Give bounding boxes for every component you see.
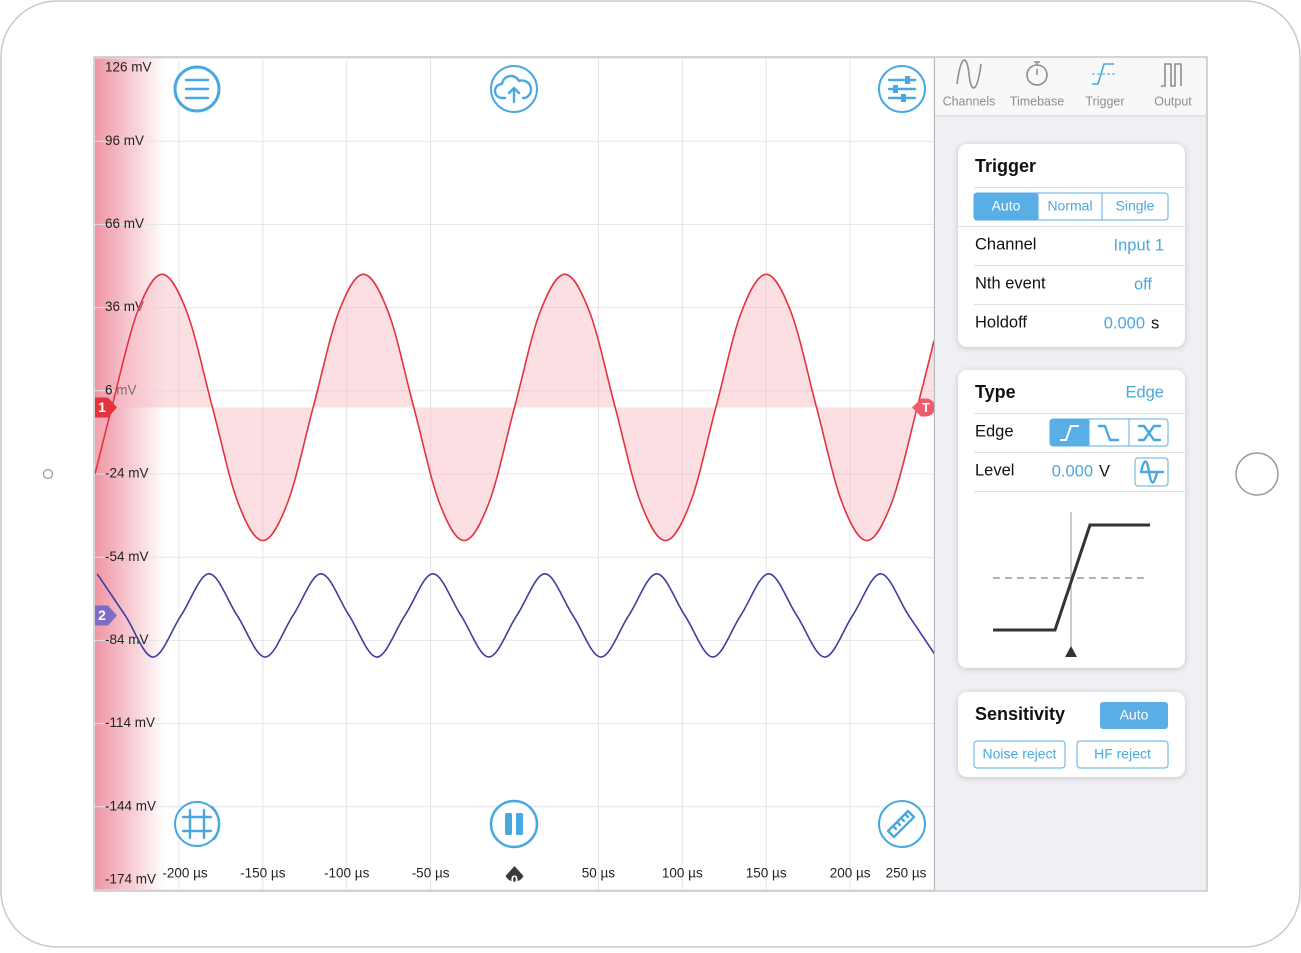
y-tick-label: 36 mV [105,299,144,314]
mode-selected [974,193,1038,220]
tab-label: Timebase [1010,94,1064,108]
y-tick-label: 6 mV [105,382,137,397]
y-tick-label: 96 mV [105,133,144,148]
nth-event-value[interactable]: off [1134,275,1152,293]
tab-label: Channels [943,94,996,108]
camera [42,468,54,480]
row-label: Level [975,461,1014,479]
row-label: Edge [975,422,1014,440]
tab-label: Trigger [1085,94,1124,108]
tab-channels[interactable]: Channels [943,59,996,108]
channel-marker [95,605,117,626]
sensitivity-auto[interactable] [1100,702,1168,729]
channel-marker-label: 2 [98,607,106,623]
traces [95,273,934,658]
row-label: Channel [975,235,1036,253]
settings-button[interactable] [878,65,926,113]
y-tick-label: -24 mV [105,466,149,481]
x-tick-label: 50 µs [582,866,616,881]
y-tick-label: 66 mV [105,216,144,231]
level-icon [1139,460,1165,484]
card-title: Trigger [975,156,1036,176]
y-tick-label: -84 mV [105,632,149,647]
x-tick-label: 100 µs [662,866,703,881]
trigger-diagram [993,512,1150,657]
y-tick-label: -174 mV [105,872,156,887]
card-title: Type [975,382,1016,402]
y-tick-label: -54 mV [105,549,149,564]
menu-button[interactable] [173,65,221,113]
level-value[interactable]: 0.000 [1052,462,1093,480]
mode-single[interactable]: Single [1116,198,1155,214]
row-label: Holdoff [975,313,1027,331]
filter-label: Noise reject [983,746,1057,762]
y-tick-label: 126 mV [105,60,152,75]
x-tick-label: -150 µs [240,866,286,881]
mode-auto[interactable]: Auto [992,198,1021,214]
holdoff-value[interactable]: 0.000 [1104,314,1145,332]
pause-button[interactable] [489,799,539,849]
x-tick-label: -100 µs [324,866,370,881]
channel-value[interactable]: Input 1 [1114,236,1164,254]
tab-output[interactable]: Output [1154,63,1192,108]
rising-icon [1060,425,1079,441]
row-label: Nth event [975,274,1046,292]
noise-reject-button[interactable] [973,740,1066,769]
level-unit: V [1099,462,1110,480]
cloud-button[interactable] [490,65,538,113]
sensitivity-mode: Auto [1120,707,1149,723]
x-tick-label: -50 µs [412,866,450,881]
channel-marker [95,397,117,418]
type-value[interactable]: Edge [1125,383,1164,401]
channel-marker-label: 1 [98,399,106,415]
y-tick-label: -114 mV [105,715,155,730]
both-icon[interactable] [1137,424,1162,442]
ruler-button[interactable] [878,800,926,848]
trigger-marker-label: T [922,400,930,415]
tab-label: Output [1154,94,1192,108]
x-tick-label: -200 µs [162,866,208,881]
home-button[interactable] [1235,452,1279,496]
holdoff-unit: s [1151,314,1159,332]
x-tick-label: 250 µs [886,866,927,881]
mode-normal[interactable]: Normal [1047,198,1092,214]
filter-label: HF reject [1094,746,1151,762]
tab-timebase[interactable]: Timebase [1010,61,1064,108]
y-tick-label: -144 mV [105,798,156,813]
x-tick-label: 200 µs [830,866,871,881]
trace-line [96,573,934,658]
trace-line [95,273,934,542]
trigger-marker [912,398,936,417]
card-title: Sensitivity [975,704,1065,724]
tab-trigger[interactable]: Trigger [1085,63,1125,108]
trigger-time-marker [505,866,524,882]
falling-icon[interactable] [1097,424,1120,442]
grid-button[interactable] [174,801,221,847]
x-tick-label: 150 µs [746,866,787,881]
trigger-time-label: 0 [511,872,518,887]
hf-reject-button[interactable] [1076,740,1169,769]
